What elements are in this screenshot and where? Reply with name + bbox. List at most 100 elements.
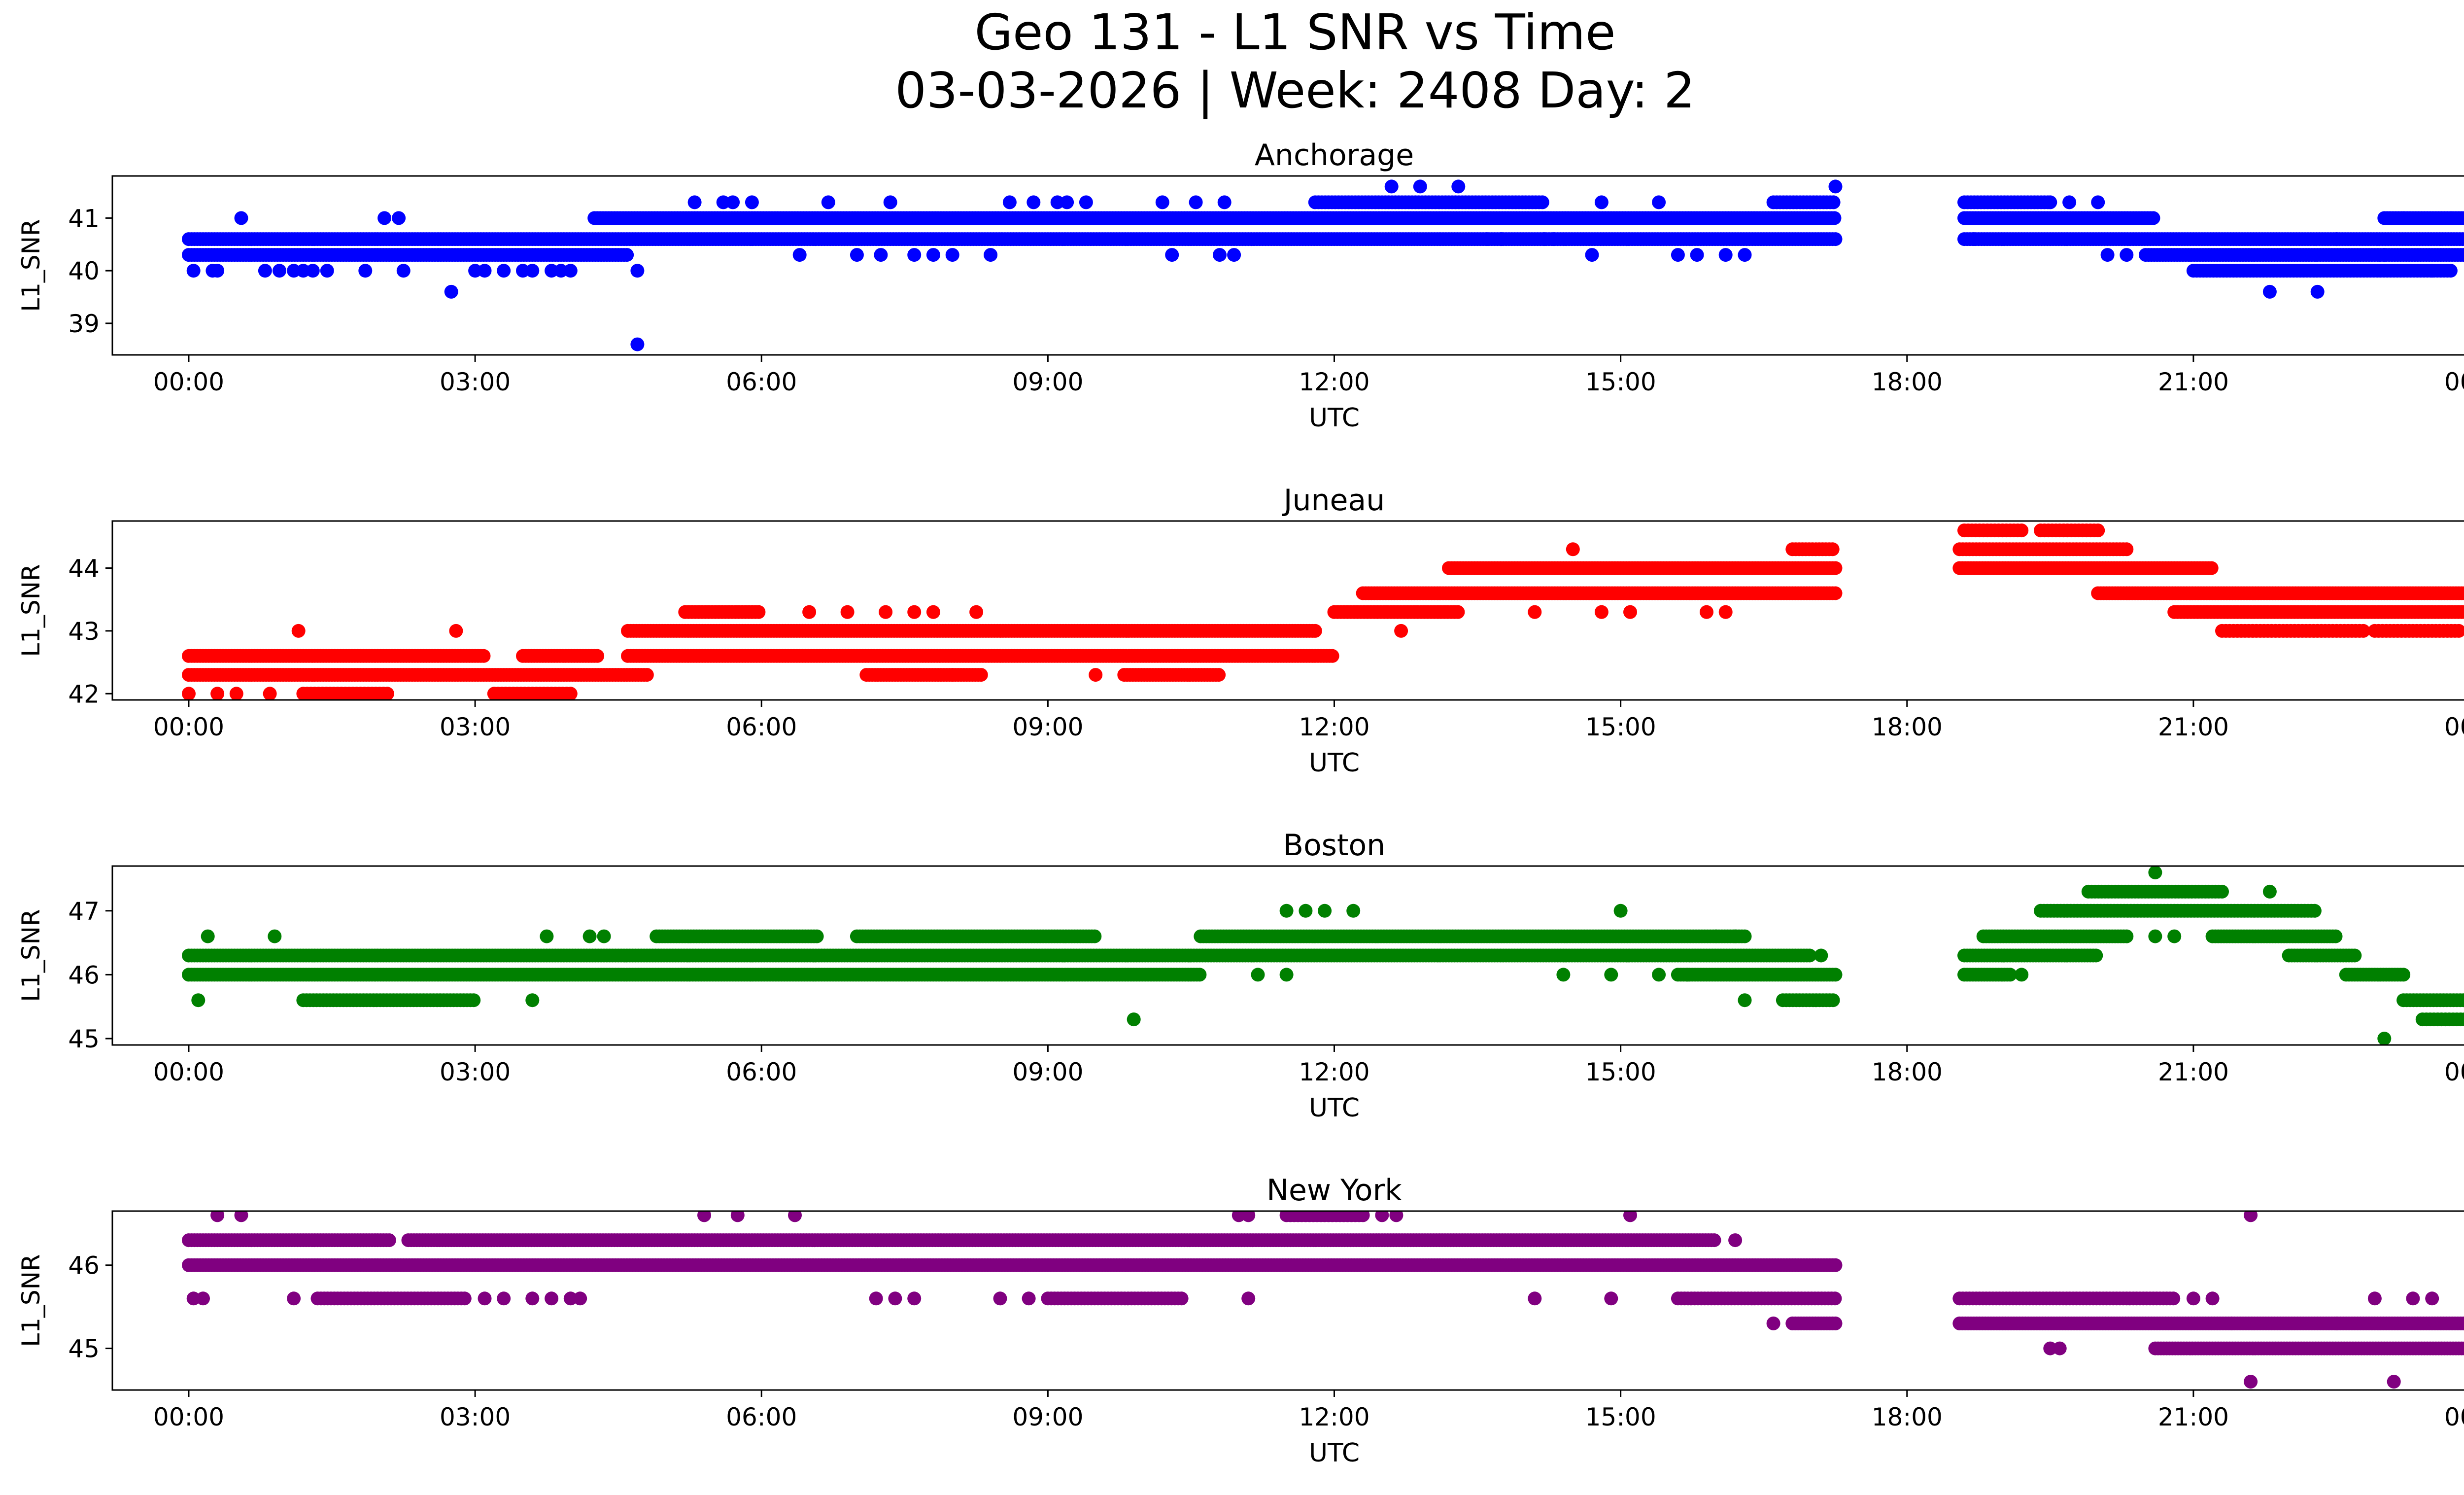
x-tick-label: 03:00: [440, 368, 511, 396]
data-point: [1537, 232, 1551, 246]
data-point: [2310, 284, 2325, 299]
data-point: [1165, 248, 1179, 262]
data-point: [620, 248, 634, 262]
x-tick-label: 21:00: [2158, 713, 2229, 741]
data-point: [392, 211, 406, 225]
data-point: [2462, 250, 2464, 260]
data-point: [2015, 523, 2029, 538]
data-point: [1494, 232, 1508, 246]
data-point: [2396, 968, 2411, 982]
data-point: [1384, 179, 1399, 194]
x-axis-label: UTC: [1309, 748, 1360, 778]
data-point: [1566, 542, 1580, 556]
data-point: [477, 649, 491, 663]
data-point: [396, 264, 411, 278]
data-point: [1212, 668, 1226, 682]
data-point: [716, 195, 730, 209]
x-tick-label: 03:00: [440, 713, 511, 741]
data-point: [850, 248, 864, 262]
data-point: [320, 264, 334, 278]
data-point: [1700, 605, 1713, 619]
data-point: [1060, 195, 1074, 209]
data-point: [182, 687, 196, 700]
data-point: [630, 264, 645, 278]
data-point: [2377, 248, 2392, 262]
x-tick-label: 00:00: [2444, 713, 2464, 741]
data-point: [2425, 264, 2439, 278]
data-point: [2459, 248, 2464, 262]
data-point: [377, 211, 392, 225]
data-point: [287, 264, 301, 278]
data-point: [306, 264, 320, 278]
data-point: [1189, 195, 1203, 209]
data-point: [2100, 248, 2115, 262]
data-point: [554, 264, 568, 278]
data-point: [2091, 523, 2105, 538]
x-tick-label: 09:00: [1012, 368, 1083, 396]
axes-frame: [111, 175, 2464, 356]
data-point: [1827, 211, 1842, 225]
data-point: [563, 687, 578, 700]
data-point: [1325, 649, 1339, 663]
data-point: [1828, 586, 1843, 600]
data-point: [497, 264, 511, 278]
data-point: [2120, 542, 2134, 556]
data-point: [358, 264, 373, 278]
figure-title-line1: Geo 131 - L1 SNR vs Time: [975, 3, 1616, 61]
data-point: [516, 264, 530, 278]
y-tick-label: 44: [68, 555, 100, 583]
data-point: [1594, 195, 1608, 209]
data-point: [2396, 211, 2411, 225]
data-point: [974, 668, 988, 682]
data-point: [810, 929, 824, 943]
x-tick-label: 15:00: [1585, 713, 1656, 741]
data-point: [2146, 211, 2160, 225]
data-point: [2329, 232, 2344, 246]
y-axis-label: L1_SNR: [17, 219, 45, 312]
x-tick-label: 15:00: [1585, 368, 1656, 396]
x-tick-label: 06:00: [726, 713, 797, 741]
data-point: [291, 624, 306, 638]
data-point: [1079, 195, 1093, 209]
data-point: [840, 605, 855, 619]
data-point: [2089, 948, 2103, 963]
data-point: [1547, 232, 1561, 246]
data-point: [1308, 624, 1322, 638]
x-tick-label: 18:00: [1872, 368, 1943, 396]
x-tick-label: 18:00: [1872, 713, 1943, 741]
y-tick-label: 40: [68, 257, 100, 285]
data-point: [525, 264, 540, 278]
data-point: [926, 248, 940, 262]
data-point: [1027, 195, 1041, 209]
data-point: [1193, 968, 1207, 982]
data-point: [907, 605, 922, 619]
data-point: [263, 687, 277, 700]
data-point: [2460, 587, 2464, 599]
data-point: [1828, 179, 1843, 194]
data-point: [752, 605, 766, 619]
data-point: [258, 264, 272, 278]
data-point: [1718, 248, 1733, 262]
data-point: [945, 248, 959, 262]
data-point: [563, 264, 578, 278]
data-point: [2461, 234, 2464, 244]
data-point: [1227, 248, 1241, 262]
data-point: [2204, 561, 2219, 575]
data-point: [883, 195, 897, 209]
y-tick-label: 43: [68, 617, 100, 646]
data-points: [182, 866, 2464, 1045]
data-point: [2062, 195, 2077, 209]
data-points: [182, 179, 2464, 351]
data-point: [1738, 248, 1752, 262]
data-point: [640, 668, 654, 682]
x-tick-label: 12:00: [1299, 368, 1369, 396]
data-point: [1413, 179, 1427, 194]
panel-title: Juneau: [1282, 483, 1385, 518]
data-point: [1828, 232, 1843, 246]
y-tick-label: 41: [68, 204, 100, 233]
data-point: [1828, 561, 1843, 575]
data-point: [1089, 668, 1103, 682]
